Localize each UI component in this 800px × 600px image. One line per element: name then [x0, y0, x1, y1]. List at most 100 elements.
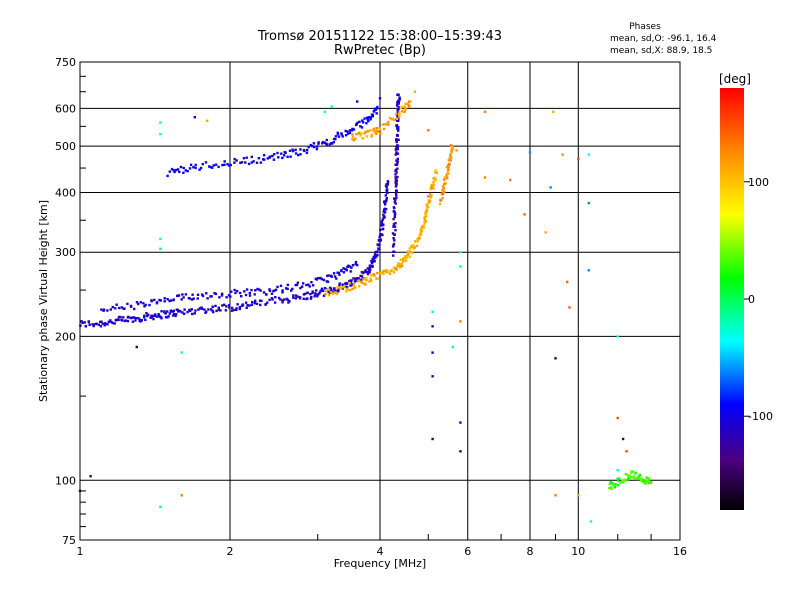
data-point [644, 482, 647, 485]
x-tick-label: 10 [571, 545, 585, 558]
data-point [356, 121, 359, 124]
data-point [370, 273, 373, 277]
data-point [337, 289, 340, 292]
data-point [302, 297, 305, 300]
data-point [303, 149, 306, 153]
data-point [230, 306, 234, 310]
data-point [391, 245, 395, 248]
data-point [332, 141, 335, 144]
data-point [377, 243, 381, 246]
data-point [380, 222, 384, 225]
data-point [452, 148, 455, 151]
data-point [363, 282, 366, 285]
data-point [640, 477, 643, 480]
data-point [182, 296, 185, 299]
data-point [171, 314, 175, 317]
data-point [380, 224, 383, 227]
data-point [528, 151, 532, 154]
data-point [308, 285, 311, 288]
data-point [235, 307, 238, 310]
data-point [393, 206, 396, 210]
data-point [285, 287, 288, 290]
data-point [159, 299, 162, 302]
data-point [344, 267, 347, 271]
data-point [365, 135, 368, 138]
data-point [396, 161, 399, 165]
data-point [368, 264, 372, 267]
data-point [227, 294, 231, 297]
data-point [398, 111, 401, 114]
data-point [135, 301, 139, 304]
data-point [418, 237, 421, 240]
x-tick-label: 4 [377, 545, 384, 558]
data-point [182, 171, 185, 174]
data-point [323, 141, 327, 144]
data-point [148, 303, 151, 307]
data-point [395, 171, 398, 174]
data-point [259, 303, 262, 307]
data-point [334, 291, 338, 294]
data-point [352, 138, 356, 142]
data-point [194, 309, 197, 312]
data-point [392, 250, 395, 253]
data-point [433, 177, 436, 181]
data-point [394, 163, 397, 166]
data-point [617, 483, 620, 487]
data-point [631, 470, 634, 473]
data-point [311, 284, 315, 287]
data-point [330, 275, 333, 278]
data-point [281, 301, 284, 304]
data-point [348, 288, 352, 292]
data-point [372, 273, 375, 276]
data-point [633, 474, 636, 477]
data-point [311, 291, 314, 295]
data-point [379, 132, 382, 135]
data-point [329, 287, 332, 290]
data-point [327, 290, 330, 293]
data-point [347, 132, 350, 135]
data-point [616, 335, 619, 338]
data-point [406, 102, 410, 105]
data-point [372, 258, 375, 261]
data-point [163, 310, 166, 313]
data-point [172, 312, 176, 316]
data-point [248, 294, 252, 297]
data-point [371, 264, 374, 267]
data-point [373, 253, 377, 256]
data-point [235, 159, 238, 162]
data-point [408, 255, 411, 258]
data-point [394, 173, 397, 176]
data-point [172, 298, 175, 301]
data-point [483, 110, 487, 113]
data-point [360, 271, 364, 274]
data-point [397, 127, 400, 131]
data-point [341, 283, 344, 286]
colorbar-tick-label: 100 [748, 176, 769, 189]
data-point [448, 158, 451, 161]
data-point [214, 163, 218, 166]
data-point [115, 303, 118, 306]
x-tick-label: 1 [77, 545, 84, 558]
colorbar-tick-label: 0 [748, 293, 755, 306]
data-point [348, 131, 352, 134]
data-point [174, 314, 177, 318]
data-point [395, 124, 398, 127]
data-point [196, 297, 199, 300]
data-point [182, 166, 185, 170]
data-point [616, 477, 619, 480]
data-point [223, 303, 226, 306]
data-point [433, 176, 437, 179]
data-point [286, 287, 289, 291]
data-point [397, 264, 400, 267]
data-point [210, 308, 213, 311]
data-point [168, 299, 171, 303]
data-point [396, 167, 399, 170]
x-tick-label: 6 [464, 545, 471, 558]
data-point [157, 314, 161, 317]
data-point [349, 284, 352, 287]
data-point [321, 140, 325, 144]
data-point [107, 320, 110, 323]
data-point [193, 116, 196, 119]
data-point [192, 297, 195, 300]
data-point [315, 289, 318, 292]
